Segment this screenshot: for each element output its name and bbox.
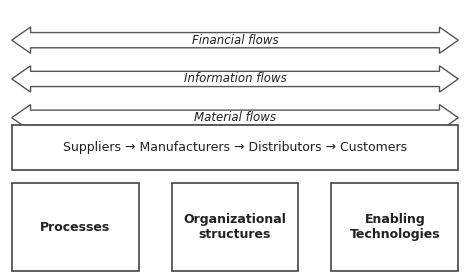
Text: Organizational
structures: Organizational structures bbox=[184, 213, 286, 241]
Polygon shape bbox=[12, 105, 458, 131]
Text: Financial flows: Financial flows bbox=[192, 34, 278, 47]
Polygon shape bbox=[12, 66, 458, 92]
Text: Processes: Processes bbox=[40, 221, 110, 234]
Bar bbox=[12, 125, 458, 170]
Text: Suppliers → Manufacturers → Distributors → Customers: Suppliers → Manufacturers → Distributors… bbox=[63, 141, 407, 154]
Bar bbox=[172, 183, 298, 271]
Polygon shape bbox=[12, 27, 458, 53]
Bar bbox=[331, 183, 458, 271]
Bar bbox=[12, 183, 139, 271]
Text: Material flows: Material flows bbox=[194, 111, 276, 124]
Text: Enabling
Technologies: Enabling Technologies bbox=[350, 213, 440, 241]
Text: Information flows: Information flows bbox=[184, 73, 286, 85]
